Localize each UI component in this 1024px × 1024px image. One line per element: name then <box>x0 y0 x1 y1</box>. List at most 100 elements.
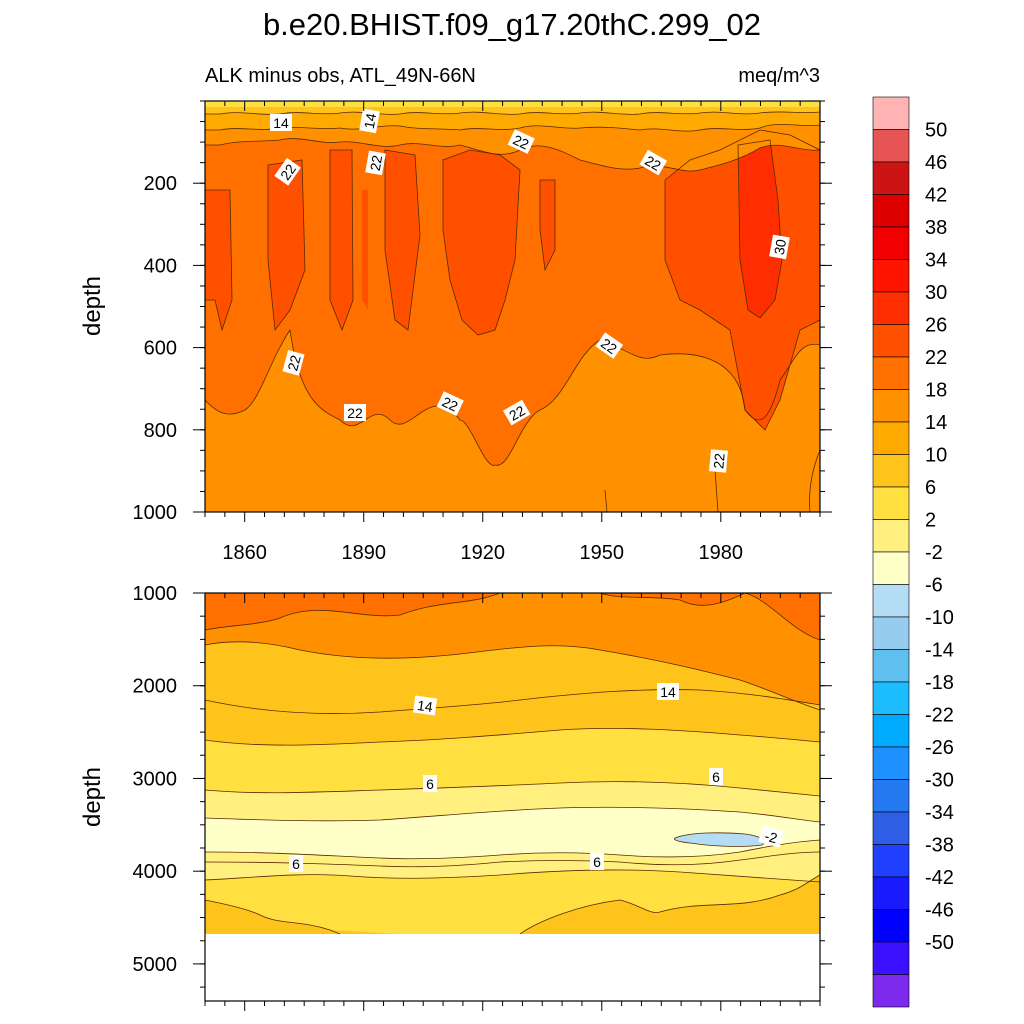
contour-label-box <box>709 449 728 473</box>
colorbar-swatch <box>872 486 910 520</box>
contour-lines-lower <box>205 593 820 934</box>
contour-label-text: 6 <box>712 769 720 785</box>
y-tick-label: 200 <box>144 173 177 195</box>
field-18-22 <box>205 593 820 710</box>
field-30-34 <box>738 140 782 318</box>
colorbar-swatch <box>872 909 910 943</box>
contour-label: 14 <box>359 108 380 134</box>
colorbar-swatch <box>872 779 910 813</box>
contour-label-text: -2 <box>763 828 779 847</box>
contour-label: 22 <box>365 150 386 176</box>
contour-label-box <box>436 391 464 416</box>
colorbar-label: -34 <box>925 802 954 824</box>
x-tick-label: 1950 <box>580 542 625 564</box>
upper-panel-field <box>205 101 820 512</box>
contour-label: 22 <box>595 332 624 359</box>
contour-label-box <box>639 149 668 176</box>
contour-label-text: 30 <box>771 238 789 256</box>
contour-label-text: 6 <box>593 854 601 870</box>
y-tick-label: 600 <box>144 338 177 360</box>
contour-label: 22 <box>502 399 531 426</box>
contour-label-box <box>769 234 790 260</box>
contour-label-box <box>507 129 535 154</box>
colorbar-label: 26 <box>925 315 947 337</box>
contour-label-box <box>590 853 604 870</box>
colorbar-label: -18 <box>925 672 954 694</box>
lower-y-axis: 1000 2000 3000 4000 5000 <box>133 583 832 988</box>
lower-contour-labels: 14 14 6 6 -2 6 6 <box>289 683 784 872</box>
x-tick-label: 1980 <box>699 542 744 564</box>
contour-label: 30 <box>769 234 790 260</box>
colorbar-swatch <box>872 941 910 975</box>
colorbar-swatch <box>872 389 910 423</box>
colorbar-swatch <box>872 226 910 260</box>
contour-label-text: 22 <box>440 393 461 414</box>
y-tick-label: 400 <box>144 255 177 277</box>
contour-label-box <box>502 399 531 426</box>
contour-label-text: 22 <box>367 154 385 172</box>
lower-panel-field <box>205 593 820 934</box>
colorbar-swatch <box>872 974 910 1008</box>
lower-panel-frame <box>204 592 821 1002</box>
colorbar-label: 30 <box>925 282 947 304</box>
contour-label-text: 14 <box>273 115 289 131</box>
contour-label: 14 <box>412 695 438 716</box>
colorbar: 50 46 42 38 34 30 26 22 18 14 10 6 2 -2 -6 -10 -14 -18 -22… <box>872 96 954 1008</box>
contour-label: 6 <box>289 855 303 872</box>
upper-y-axis: 200 400 600 800 1000 <box>133 100 832 524</box>
contour-label: 14 <box>657 683 679 700</box>
field-minus6-minus2 <box>674 832 765 847</box>
contour-label-box <box>282 350 305 376</box>
contour-label-box <box>344 404 366 421</box>
colorbar-label: 10 <box>925 445 947 467</box>
colorbar-swatch <box>872 324 910 358</box>
colorbar-swatch <box>872 584 910 618</box>
contour-label: 22 <box>274 157 301 186</box>
contour-label: 22 <box>507 129 535 154</box>
colorbar-swatch <box>872 681 910 715</box>
colorbar-swatch <box>872 421 910 455</box>
contour-lines <box>205 111 820 512</box>
colorbar-swatch <box>872 454 910 488</box>
colorbar-label: -6 <box>925 575 943 597</box>
contour-label-box <box>289 855 303 872</box>
contour-label-box <box>595 332 624 359</box>
colorbar-label: 34 <box>925 250 947 272</box>
field-26-30 <box>268 160 305 330</box>
contour-label-text: 22 <box>642 152 664 174</box>
field-22-26 <box>205 593 820 640</box>
colorbar-label: 22 <box>925 347 947 369</box>
contour-label-text: 22 <box>506 402 528 424</box>
contour-label: 22 <box>282 350 305 376</box>
contour-label-text: 14 <box>361 112 379 130</box>
colorbar-swatch <box>872 811 910 845</box>
contour-label: 6 <box>423 775 437 792</box>
y-tick-label: 1000 <box>133 502 178 524</box>
subtitle-left: ALK minus obs, ATL_49N-66N <box>205 65 476 87</box>
colorbar-label: -26 <box>925 737 954 759</box>
contour-label-text: 14 <box>660 684 676 700</box>
colorbar-label: -30 <box>925 770 954 792</box>
contour-label: -2 <box>758 825 784 848</box>
chart-title: b.e20.BHIST.f09_g17.20thC.299_02 <box>263 7 761 42</box>
y-tick-label: 5000 <box>133 954 178 976</box>
colorbar-label: -42 <box>925 867 954 889</box>
colorbar-label: 42 <box>925 185 947 207</box>
field-26-30 <box>330 150 353 330</box>
contour-label: 22 <box>639 149 668 176</box>
x-tick-label: 1890 <box>341 542 386 564</box>
contour-label-text: 22 <box>710 452 727 469</box>
lower-x-axis <box>204 593 821 1011</box>
colorbar-label: 6 <box>925 477 936 499</box>
field-10-14-c <box>205 900 400 934</box>
colorbar-swatch <box>872 129 910 163</box>
colorbar-swatch <box>872 844 910 878</box>
contour-label-text: 22 <box>284 353 304 372</box>
contour-label: 22 <box>436 391 464 416</box>
contour-label-text: 6 <box>292 856 300 872</box>
colorbar-swatch <box>872 356 910 390</box>
colorbar-label: 46 <box>925 152 947 174</box>
field-minus2-2 <box>205 807 820 859</box>
y-tick-label: 2000 <box>133 676 178 698</box>
